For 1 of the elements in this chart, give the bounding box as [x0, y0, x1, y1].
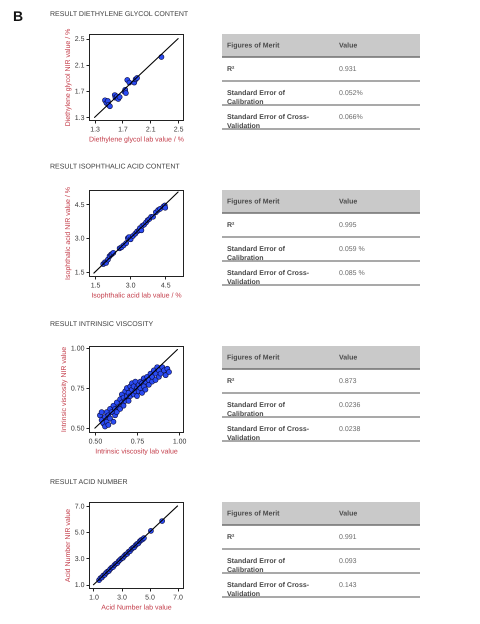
text: B [13, 8, 24, 24]
